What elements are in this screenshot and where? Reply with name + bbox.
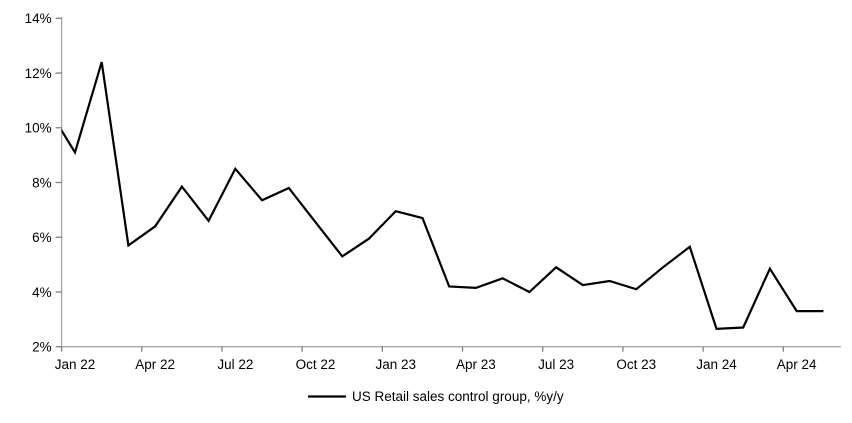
x-axis-label: Jan 22 bbox=[55, 357, 96, 372]
series-line-retail-control-group bbox=[61, 61, 824, 331]
x-axis-label: Jan 24 bbox=[696, 357, 737, 372]
x-axis-label: Jul 23 bbox=[538, 357, 574, 372]
x-axis-label: Jul 22 bbox=[217, 357, 253, 372]
x-axis: Jan 22 Apr 22 Jul 22 Oct 22 Jan 23 Apr 23 Jul … bbox=[55, 346, 817, 372]
x-axis-label: Apr 23 bbox=[456, 357, 496, 372]
y-axis-label: 8% bbox=[32, 175, 52, 190]
y-axis-label: 10% bbox=[25, 121, 52, 136]
y-axis-label: 14% bbox=[25, 11, 52, 26]
x-axis-label: Apr 24 bbox=[777, 357, 817, 372]
y-axis: 2% 4% 6% 8% 10% 12% 14% bbox=[25, 11, 62, 355]
y-axis-label: 12% bbox=[25, 66, 52, 81]
x-axis-label: Apr 22 bbox=[135, 357, 175, 372]
y-axis-label: 2% bbox=[32, 340, 52, 355]
legend: US Retail sales control group, %y/y bbox=[308, 389, 564, 404]
x-axis-label: Jan 23 bbox=[375, 357, 416, 372]
legend-label: US Retail sales control group, %y/y bbox=[352, 389, 564, 404]
x-axis-label: Oct 23 bbox=[616, 357, 656, 372]
x-axis-label: Oct 22 bbox=[296, 357, 336, 372]
y-axis-label: 6% bbox=[32, 230, 52, 245]
y-axis-label: 4% bbox=[32, 285, 52, 300]
axes bbox=[60, 17, 841, 348]
